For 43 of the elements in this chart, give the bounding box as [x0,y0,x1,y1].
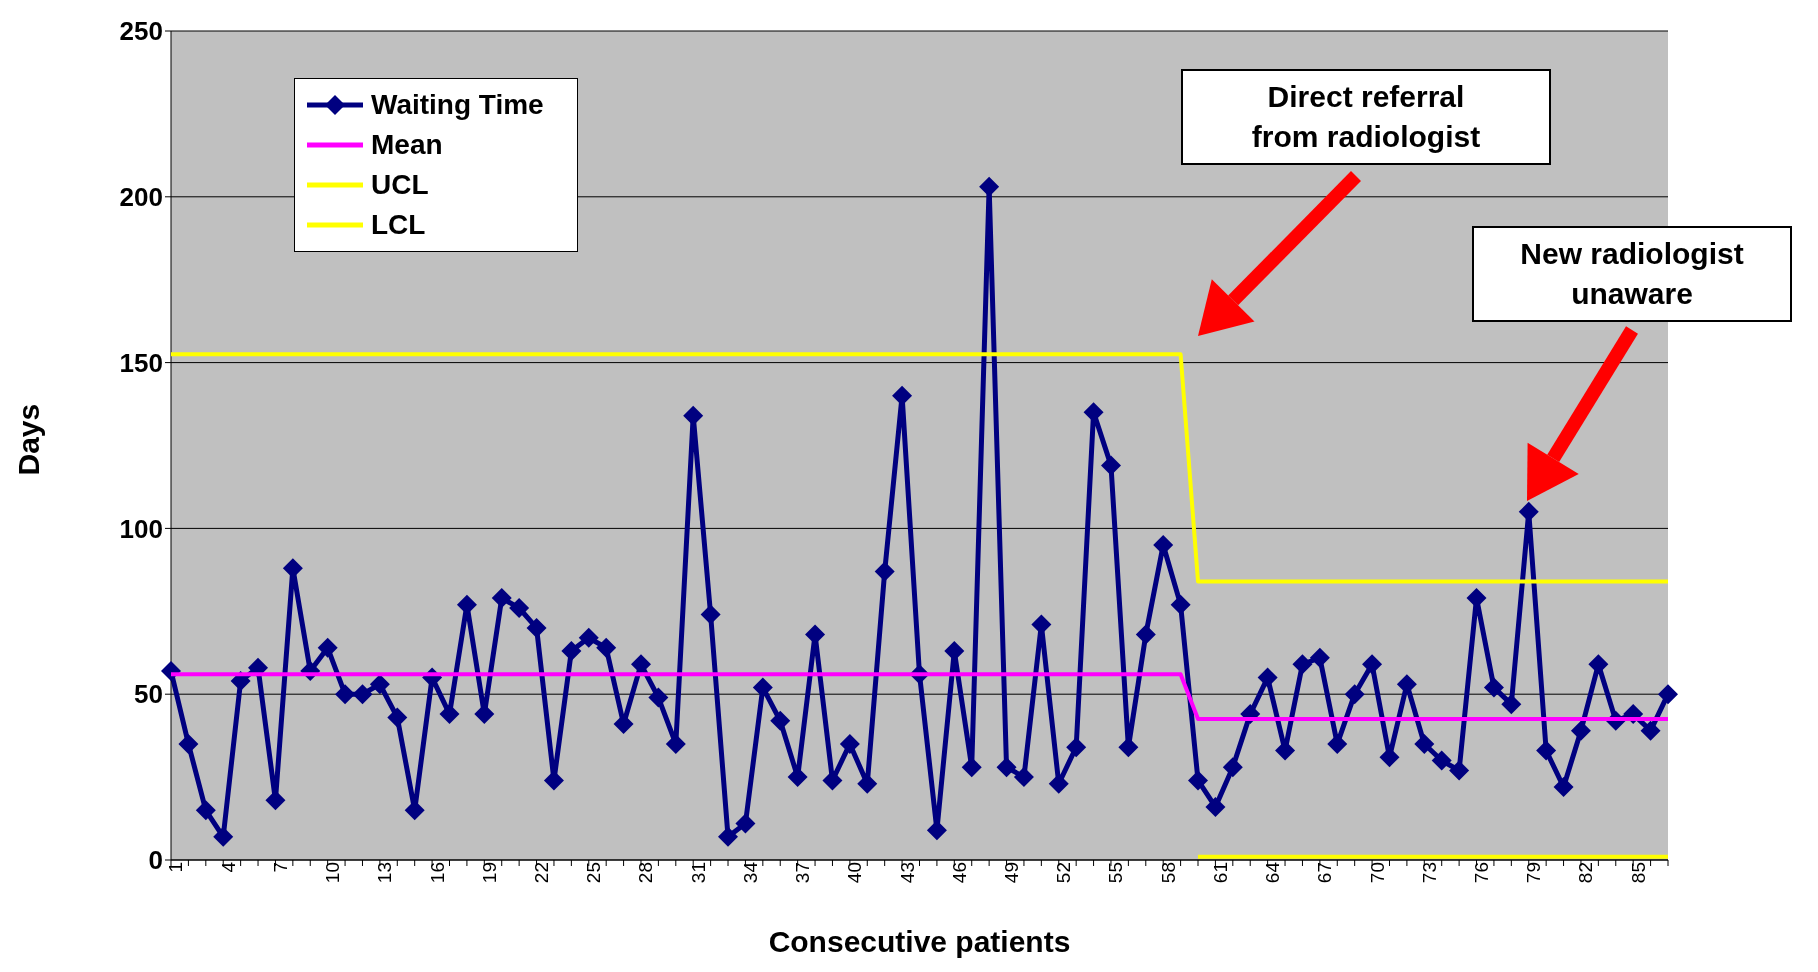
x-tick-label: 31 [687,862,709,884]
y-tick-label: 200 [119,182,163,213]
x-tick-label: 73 [1418,862,1440,884]
x-tick-label: 43 [896,862,918,884]
x-tick-label: 52 [1053,862,1075,884]
x-tick-label: 46 [948,862,970,884]
x-tick-label: 16 [426,862,448,884]
x-tick-label: 10 [322,862,344,884]
x-axis-title: Consecutive patients [768,925,1071,958]
x-tick-label: 76 [1471,862,1493,884]
x-tick-label: 70 [1366,862,1388,884]
x-tick-label: 82 [1575,862,1597,884]
x-tick-label: 22 [531,862,553,884]
x-tick-label: 79 [1523,862,1545,884]
x-tick-label: 4 [217,861,239,873]
y-axis-title: Days [11,403,45,476]
x-tick-label: 61 [1209,862,1231,884]
x-tick-label: 19 [478,862,500,884]
y-tick-label: 0 [148,845,163,876]
x-tick-label: 34 [739,861,761,884]
x-tick-label: 37 [792,862,814,884]
x-tick-label: 58 [1157,862,1179,884]
x-tick-label: 28 [635,862,657,884]
x-tick-label: 13 [374,862,396,884]
callout-box: New radiologist unaware [1472,226,1792,322]
callout-box: Direct referral from radiologist [1181,69,1551,165]
y-tick-label: 150 [119,347,163,378]
x-tick-label: 49 [1001,862,1023,884]
legend-label: UCL [371,169,429,201]
y-tick-label: 250 [119,16,163,47]
x-tick-label: 85 [1627,862,1649,884]
legend-label: Waiting Time [371,89,544,121]
x-tick-label: 64 [1262,861,1284,884]
x-tick-label: 67 [1314,862,1336,884]
x-tick-label: 1 [165,862,187,873]
y-tick-label: 50 [134,679,163,710]
x-tick-label: 7 [269,862,291,873]
x-tick-label: 25 [583,862,605,884]
legend-label: Mean [371,129,443,161]
x-tick-label: 55 [1105,862,1127,884]
legend-label: LCL [371,209,426,241]
x-tick-label: 40 [844,862,866,884]
y-tick-label: 100 [119,513,163,544]
